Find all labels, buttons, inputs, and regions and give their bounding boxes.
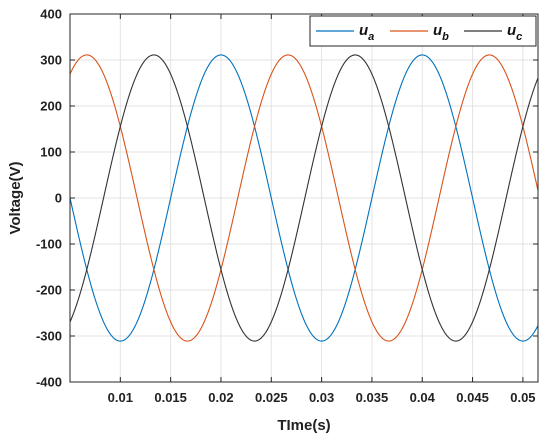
x-tick-label: 0.01	[108, 390, 133, 405]
y-tick-label: -300	[36, 329, 62, 344]
series-lines	[69, 54, 539, 342]
x-tick-label: 0.015	[154, 390, 187, 405]
x-axis-label: TIme(s)	[277, 417, 330, 434]
series-line-uc	[69, 54, 539, 342]
legend-items: ua ub uc	[316, 22, 522, 43]
y-tick-labels: 400 300 200 100 0 -100 -200 -300 -400	[36, 7, 62, 390]
x-tick-label: 0.02	[208, 390, 233, 405]
legend-subscript: a	[368, 31, 374, 43]
y-tick-label: -400	[36, 375, 62, 390]
legend-subscript: c	[516, 31, 522, 43]
x-tick-label: 0.03	[309, 390, 334, 405]
x-tick-labels: 0.01 0.015 0.02 0.025 0.03 0.035 0.04 0.045 0.05	[108, 390, 536, 405]
y-tick-label: -100	[36, 237, 62, 252]
y-tick-label: 0	[55, 191, 62, 206]
series-line-ub	[69, 54, 539, 342]
y-tick-label: -200	[36, 283, 62, 298]
y-axis-label: Voltage(V)	[7, 161, 24, 234]
legend-subscript: b	[442, 31, 449, 43]
series-line-ua	[69, 54, 539, 342]
y-tick-label: 300	[40, 53, 62, 68]
x-tick-label: 0.035	[356, 390, 389, 405]
y-tick-label: 100	[40, 145, 62, 160]
x-tick-label: 0.025	[255, 390, 288, 405]
y-tick-label: 400	[40, 7, 62, 22]
x-tick-label: 0.04	[410, 390, 436, 405]
x-tick-label: 0.045	[456, 390, 489, 405]
x-tick-label: 0.05	[510, 390, 535, 405]
y-tick-label: 200	[40, 99, 62, 114]
legend: ua ub uc	[309, 15, 537, 47]
